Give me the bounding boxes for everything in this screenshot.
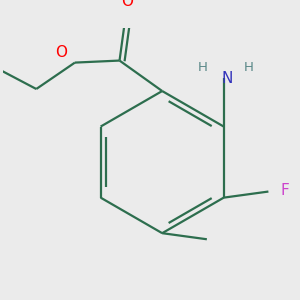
Text: N: N (221, 71, 232, 86)
Text: H: H (197, 61, 207, 74)
Text: O: O (55, 45, 67, 60)
Text: O: O (121, 0, 133, 9)
Text: H: H (244, 61, 254, 74)
Text: F: F (280, 183, 289, 198)
